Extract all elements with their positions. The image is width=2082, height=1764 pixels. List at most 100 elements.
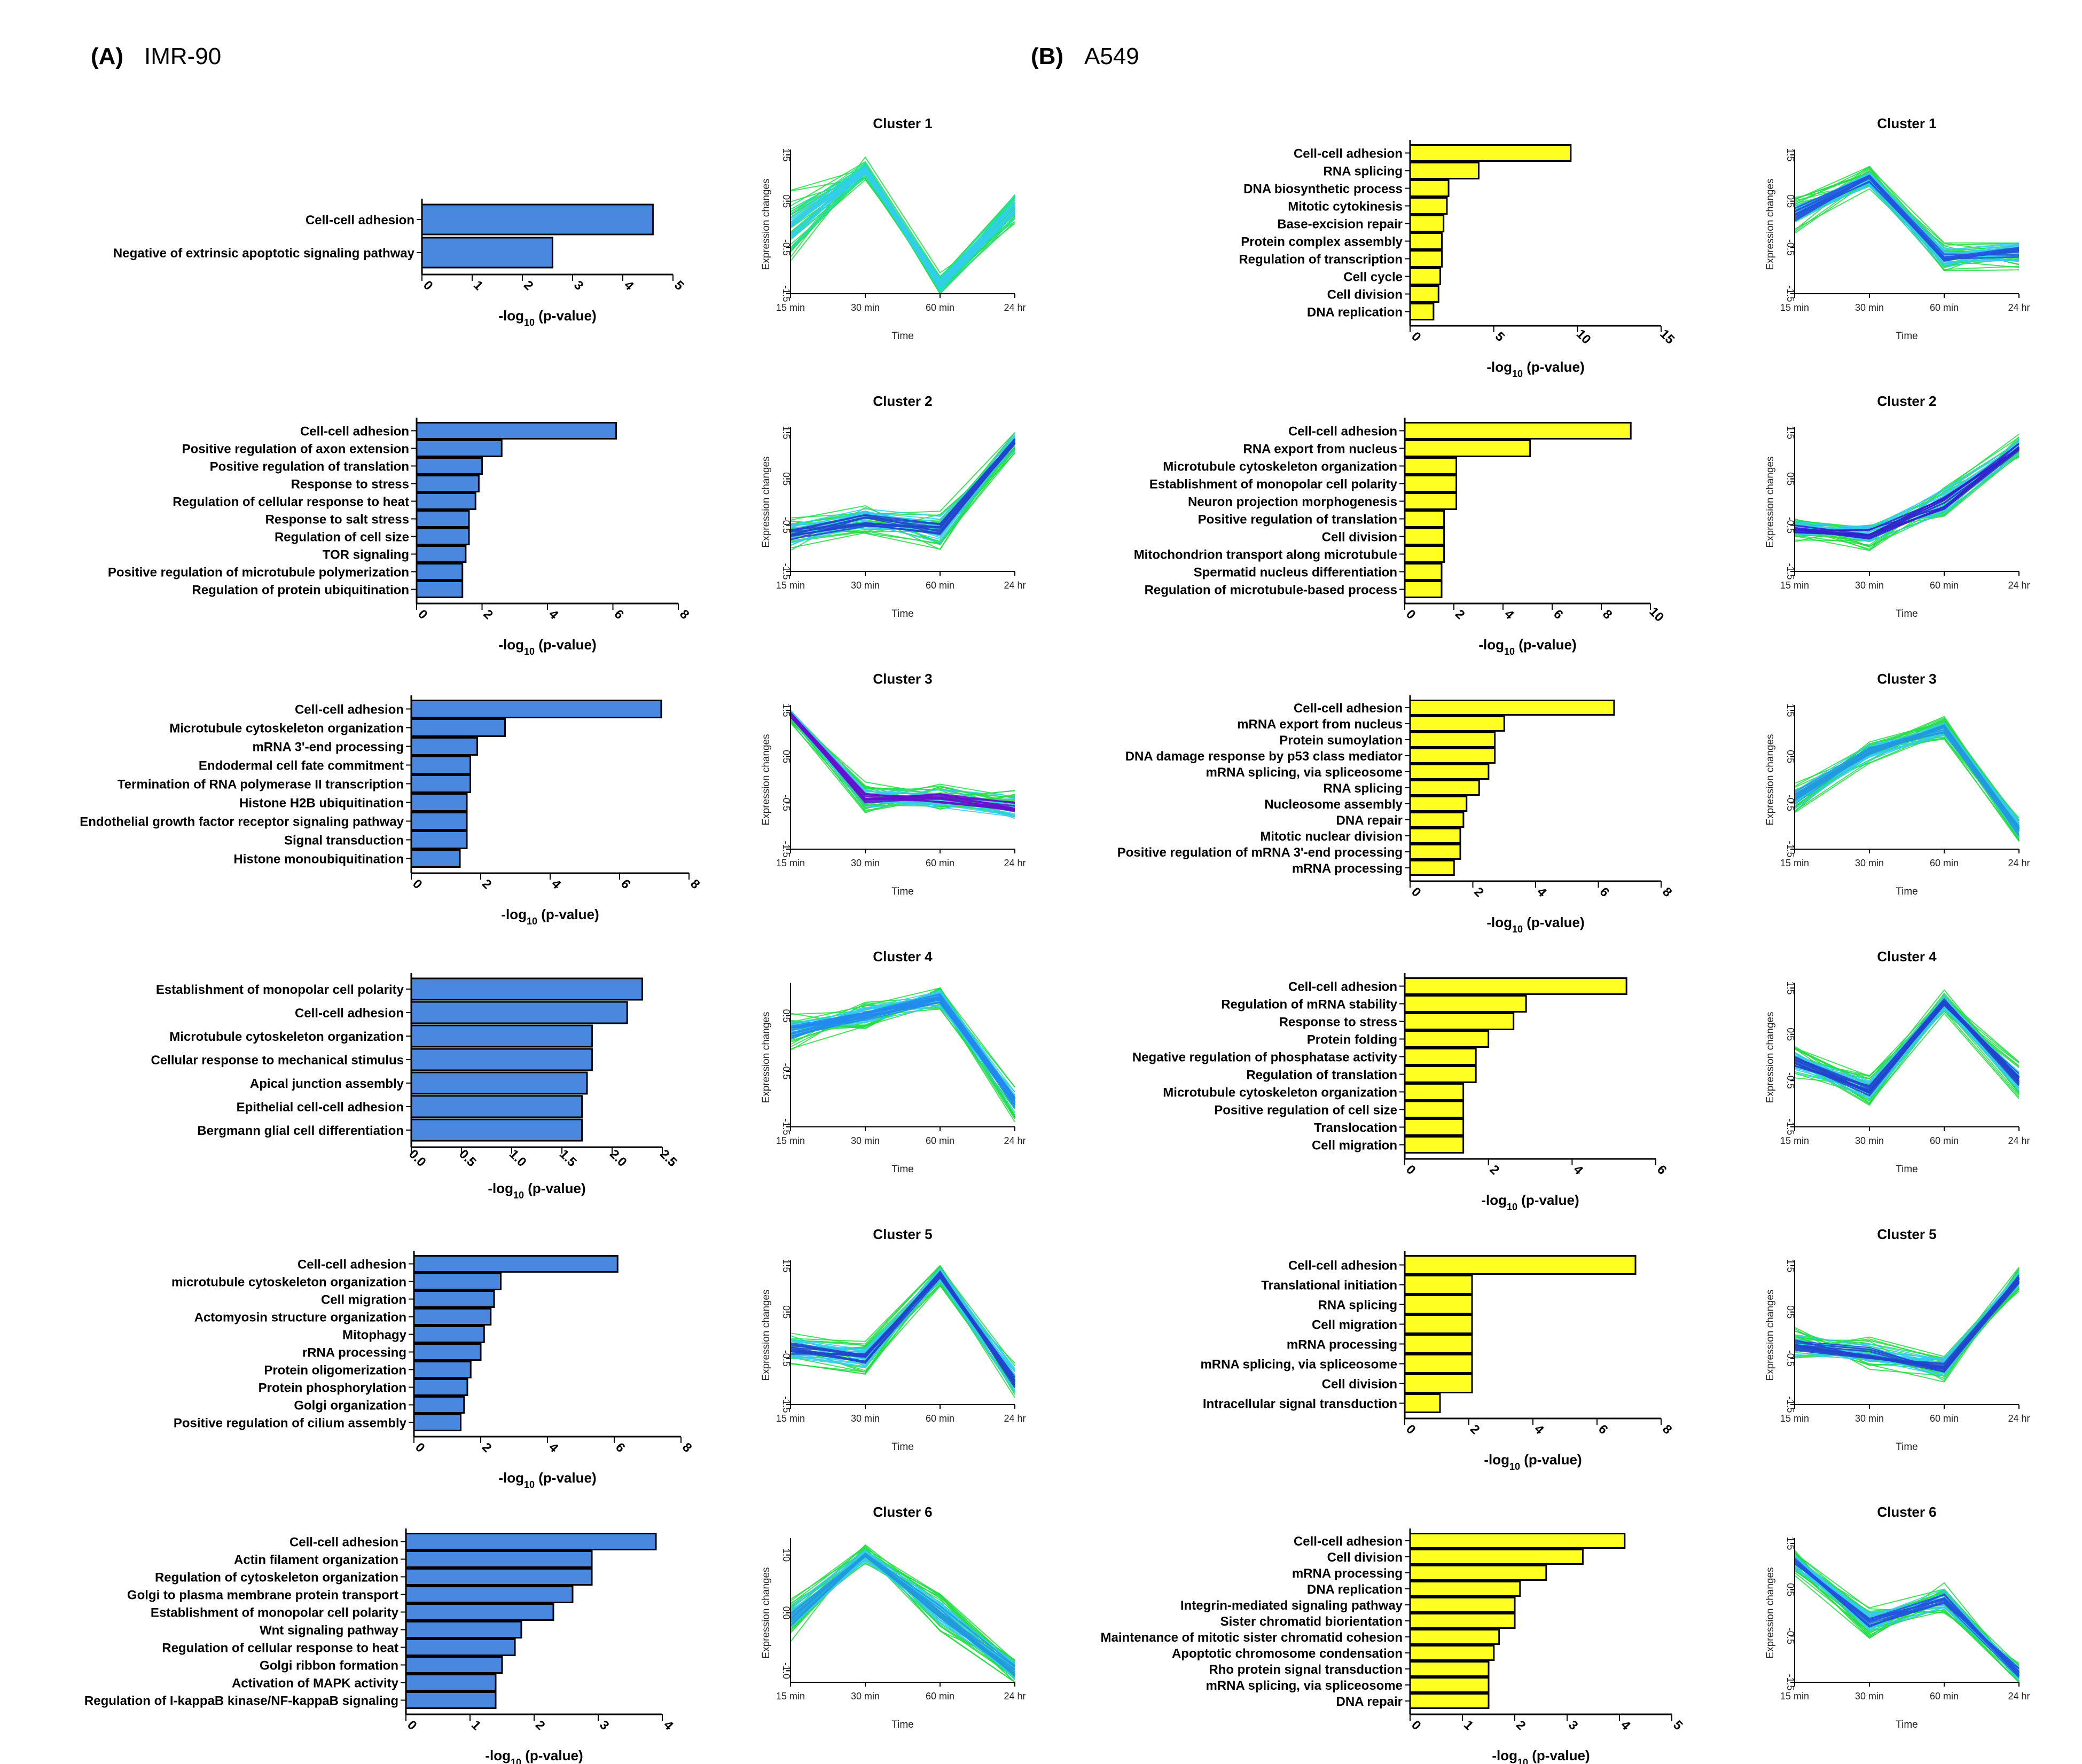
bar-positive-regulation-of-axon-extension (416, 440, 503, 457)
cluster-title: Cluster 6 (1877, 1504, 1936, 1520)
x-axis-label: -log10 (p-value) (1492, 1747, 1590, 1764)
category-label-cell-migration: Cell migration (1312, 1318, 1397, 1332)
x-tick-label: 3 (571, 278, 586, 293)
x-tick-label: 4 (1570, 1162, 1586, 1178)
x-tick-label: 3 (1566, 1718, 1581, 1733)
cluster-title: Cluster 3 (1877, 671, 1936, 687)
y-tick-label: -0.5 (1785, 517, 1796, 534)
category-label-golgi-ribbon-formation: Golgi ribbon formation (260, 1659, 398, 1673)
bar-golgi-organization (413, 1396, 465, 1414)
bar-positive-regulation-of-translation (416, 457, 483, 475)
y-tick-label: -1.5 (1785, 1118, 1796, 1135)
x-tick-label: 0 (1408, 884, 1424, 900)
expression-profile-line (1794, 1561, 2020, 1676)
bar-termination-of-rna-polymerase-ii-transcription (410, 774, 471, 793)
x-tick-label: 15 min (1780, 302, 1809, 313)
x-tick-label: 0 (1408, 329, 1424, 344)
bar-regulation-of-translation (1404, 1065, 1477, 1083)
x-tick-label: 24 hr (1004, 1691, 1026, 1702)
x-tick-label: 4 (549, 876, 564, 892)
bar-protein-folding (1404, 1030, 1490, 1048)
category-label-mrna-export-from-nucleus: mRNA export from nucleus (1237, 717, 1403, 732)
bar-rrna-processing (413, 1343, 482, 1361)
x-tick-label: 30 min (1855, 1413, 1884, 1424)
x-tick-label: 2 (1472, 884, 1487, 900)
category-label-regulation-of-translation: Regulation of translation (1246, 1068, 1397, 1083)
bar-cell-cell-adhesion (1404, 1255, 1637, 1275)
category-label-termination-of-rna-polymerase-ii-transcription: Termination of RNA polymerase II transcr… (118, 778, 404, 792)
bar-dna-damage-response-by-p53-class-mediator (1409, 748, 1496, 764)
category-label-base-excision-repair: Base-excision repair (1277, 217, 1403, 232)
x-tick-label: 24 hr (1004, 302, 1026, 313)
y-tick-label: -0.5 (1785, 1350, 1796, 1367)
x-tick-label: 15 min (776, 1135, 805, 1146)
bar-mrna-splicing-via-spliceosome (1409, 1677, 1490, 1693)
x-axis-label: -log10 (p-value) (1478, 637, 1576, 657)
y-axis-label: Expression changes (761, 456, 772, 547)
expression-profile-line (1794, 1006, 2020, 1105)
y-tick-label: -0.5 (1785, 1628, 1796, 1644)
category-label-sister-chromatid-biorientation: Sister chromatid biorientation (1220, 1614, 1403, 1629)
category-label-microtubule-cytoskeleton-organization: Microtubule cytoskeleton organization (169, 1030, 404, 1044)
line-chart-b-cluster-6: Cluster 6 -1.5 -0.5 0.5 1.5 15 min 30 min 60 mi… (1765, 1504, 2030, 1730)
line-chart-b-cluster-2: Cluster 2 -1.5 -0.5 0.5 1.5 15 min 30 min 60 mi… (1765, 393, 2030, 620)
expression-profile-line (790, 441, 1016, 536)
category-label-cell-cell-adhesion: Cell-cell adhesion (298, 1258, 406, 1272)
x-tick-label: 8 (679, 1440, 695, 1455)
x-tick-label: 2 (1467, 1422, 1483, 1437)
y-axis-label: Expression changes (1765, 734, 1776, 825)
x-tick-label: 24 hr (2008, 858, 2030, 868)
bar-cell-division (1404, 528, 1445, 545)
x-tick-label: 60 min (926, 858, 954, 868)
cluster-title: Cluster 3 (873, 671, 932, 687)
x-tick-label: 30 min (851, 858, 880, 868)
expression-profile-line (1794, 1561, 2020, 1669)
x-tick-label: 24 hr (1004, 1135, 1026, 1146)
category-label-mrna-3-end-processing: mRNA 3'-end processing (252, 740, 404, 755)
bar-establishment-of-monopolar-cell-polarity (410, 977, 643, 1001)
x-tick-label: 1.5 (557, 1147, 580, 1170)
y-tick-label: -0.5 (781, 1350, 792, 1367)
expression-profile-line (790, 161, 1015, 278)
x-tick-label: 15 min (1780, 1413, 1809, 1424)
category-label-rho-protein-signal-transduction: Rho protein signal transduction (1209, 1663, 1403, 1677)
bar-mrna-3-end-processing (410, 737, 478, 756)
expression-profile-line (790, 1549, 1015, 1680)
category-label-dna-biosynthetic-process: DNA biosynthetic process (1243, 182, 1403, 197)
x-tick-label: 0 (412, 1440, 428, 1455)
bar-response-to-stress (1404, 1013, 1515, 1030)
cluster-title: Cluster 5 (1877, 1226, 1936, 1242)
x-tick-label: 60 min (1930, 302, 1959, 313)
bar-cellular-response-to-mechanical-stimulus (410, 1048, 593, 1071)
category-label-actomyosin-structure-organization: Actomyosin structure organization (194, 1311, 406, 1325)
category-label-positive-regulation-of-translation: Positive regulation of translation (210, 460, 409, 474)
category-label-negative-regulation-of-phosphatase-activity: Negative regulation of phosphatase activ… (1132, 1050, 1398, 1065)
category-label-endothelial-growth-factor-receptor-signaling-pathway: Endothelial growth factor receptor signa… (80, 815, 404, 829)
bar-protein-oligomerization (413, 1361, 472, 1378)
category-label-epithelial-cell-cell-adhesion: Epithelial cell-cell adhesion (237, 1100, 404, 1115)
category-label-actin-filament-organization: Actin filament organization (234, 1553, 398, 1567)
y-tick-label: 0.5 (781, 194, 792, 208)
line-chart-a-cluster-4: Cluster 4 -1.5 -0.5 0.5 15 min 30 min 60 min 24… (761, 948, 1026, 1175)
x-tick-label: 15 min (776, 1413, 805, 1424)
category-label-tor-signaling: TOR signaling (323, 548, 409, 562)
category-label-mrna-splicing-via-spliceosome: mRNA splicing, via spliceosome (1206, 1679, 1403, 1693)
bar-regulation-of-i-kappab-kinase-nf-kappab-signaling (405, 1691, 497, 1709)
category-label-mrna-splicing-via-spliceosome: mRNA splicing, via spliceosome (1206, 765, 1403, 780)
category-label-regulation-of-mrna-stability: Regulation of mRNA stability (1221, 998, 1397, 1012)
category-label-mrna-processing: mRNA processing (1292, 861, 1403, 876)
bar-base-excision-repair (1409, 215, 1445, 232)
line-chart-b-cluster-3: Cluster 3 -1.5 -0.5 0.5 1.5 15 min 30 min 60 mi… (1765, 671, 2030, 897)
expression-profile-line (1794, 1000, 2020, 1089)
bar-cell-cell-adhesion (1404, 977, 1627, 995)
line-chart-a-cluster-1: Cluster 1 -1.5 -0.5 0.5 1.5 15 min 30 min 60 mi… (761, 115, 1026, 342)
category-label-rna-export-from-nucleus: RNA export from nucleus (1243, 442, 1397, 457)
bar-chart-a-cluster-2: Cell-cell adhesion Positive regulation of… (108, 418, 692, 657)
y-tick-label: 1.0 (781, 1548, 792, 1562)
bar-cell-cell-adhesion (1409, 144, 1572, 162)
bar-negative-regulation-of-phosphatase-activity (1404, 1048, 1477, 1065)
bar-positive-regulation-of-microtubule-polymerization (416, 563, 464, 581)
x-axis-label: -log10 (p-value) (1486, 359, 1584, 379)
x-tick-label: 10 (1574, 327, 1594, 347)
